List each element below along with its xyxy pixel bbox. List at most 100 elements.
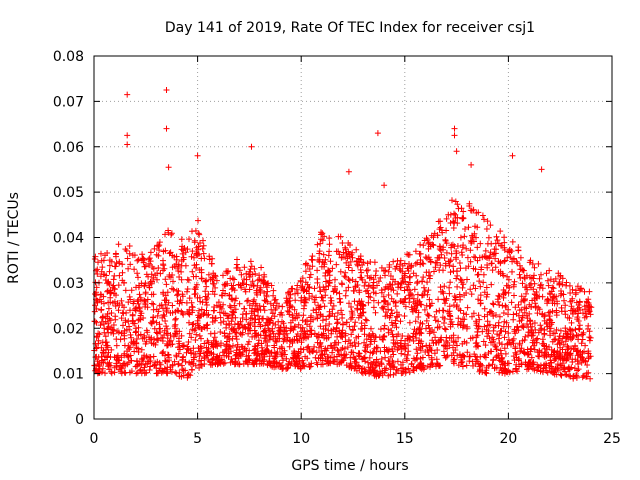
- data-point: [189, 228, 195, 235]
- data-point: [447, 321, 454, 328]
- data-point: [394, 358, 401, 365]
- data-point: [220, 360, 227, 367]
- data-point: [336, 295, 343, 302]
- data-point: [304, 355, 311, 362]
- data-point: [509, 337, 516, 344]
- data-point: [148, 271, 155, 278]
- data-point: [541, 331, 548, 338]
- data-point: [539, 336, 546, 343]
- data-point: [143, 327, 150, 334]
- data-point: [395, 331, 402, 338]
- data-point: [105, 278, 112, 285]
- data-point: [365, 333, 372, 340]
- data-point: [269, 325, 276, 332]
- data-point: [295, 321, 302, 328]
- y-axis-label: ROTI / TECUs: [6, 192, 22, 284]
- data-point: [448, 352, 455, 359]
- data-point: [221, 281, 228, 288]
- data-point: [399, 262, 406, 269]
- data-point: [205, 271, 212, 278]
- data-point: [422, 254, 429, 261]
- data-point: [569, 286, 576, 293]
- data-point: [306, 274, 313, 281]
- data-point: [552, 355, 559, 362]
- data-point: [442, 237, 449, 244]
- data-point: [398, 370, 405, 377]
- data-point: [501, 345, 508, 352]
- data-point: [347, 258, 354, 265]
- data-point: [424, 363, 431, 370]
- data-point: [358, 269, 365, 276]
- data-point: [351, 323, 358, 330]
- data-point: [489, 300, 496, 307]
- data-point: [246, 338, 252, 345]
- data-point: [475, 312, 482, 319]
- data-point: [406, 251, 413, 258]
- data-point: [429, 241, 436, 248]
- data-point: [294, 359, 301, 366]
- data-point: [472, 223, 478, 230]
- data-point: [287, 327, 294, 334]
- data-point: [526, 360, 533, 367]
- data-point: [419, 260, 426, 267]
- data-point: [150, 291, 157, 298]
- data-point: [192, 286, 199, 293]
- data-point: [243, 281, 250, 288]
- data-point: [164, 335, 171, 342]
- data-point: [410, 295, 417, 302]
- data-point: [483, 367, 490, 374]
- data-point: [113, 336, 120, 343]
- data-point: [313, 349, 320, 356]
- data-point: [236, 267, 243, 274]
- data-point: [176, 369, 183, 376]
- data-point: [257, 321, 264, 328]
- data-point: [311, 285, 318, 292]
- data-point: [251, 308, 258, 315]
- data-point: [218, 356, 225, 363]
- data-point: [352, 319, 359, 326]
- data-point: [317, 323, 324, 330]
- data-point: [179, 250, 186, 257]
- data-point: [434, 232, 441, 239]
- data-point: [156, 239, 163, 246]
- data-point: [351, 358, 358, 365]
- data-point: [249, 278, 256, 285]
- data-point: [120, 322, 126, 329]
- data-point: [456, 260, 463, 266]
- data-point: [509, 152, 516, 159]
- data-point: [384, 347, 391, 354]
- data-point: [299, 317, 306, 324]
- data-point: [440, 348, 447, 355]
- data-point: [188, 366, 195, 373]
- data-point: [512, 304, 519, 311]
- data-point: [116, 366, 122, 373]
- data-point: [335, 233, 342, 240]
- data-point: [548, 346, 555, 353]
- data-point: [101, 271, 108, 278]
- data-point: [471, 253, 477, 260]
- data-point: [186, 319, 192, 326]
- data-point: [449, 197, 455, 204]
- data-point: [292, 290, 298, 297]
- data-point: [401, 313, 408, 319]
- data-point: [122, 246, 129, 253]
- data-point: [156, 302, 163, 309]
- data-point: [360, 309, 367, 316]
- data-point: [501, 258, 508, 265]
- data-point: [475, 271, 482, 278]
- data-point: [326, 321, 333, 327]
- data-point: [358, 365, 365, 372]
- data-point: [168, 368, 175, 375]
- data-point: [517, 348, 524, 355]
- data-point: [317, 354, 324, 361]
- plot-frame: [93, 55, 613, 420]
- data-point: [568, 336, 575, 343]
- data-point: [189, 248, 196, 255]
- data-point: [223, 346, 230, 353]
- data-point: [100, 293, 107, 300]
- data-point: [166, 354, 172, 361]
- data-point: [125, 265, 132, 272]
- data-point: [326, 248, 333, 255]
- data-point: [546, 328, 553, 335]
- data-point: [426, 296, 433, 303]
